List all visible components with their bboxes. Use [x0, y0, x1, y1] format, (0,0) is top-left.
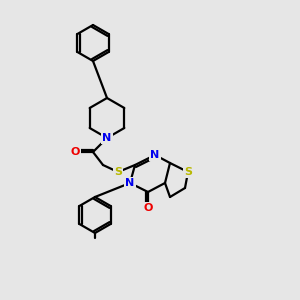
- Text: S: S: [114, 167, 122, 177]
- Text: O: O: [143, 203, 153, 213]
- Text: N: N: [150, 150, 160, 160]
- Text: O: O: [70, 147, 80, 157]
- Text: N: N: [102, 133, 112, 143]
- Text: S: S: [184, 167, 192, 177]
- Text: N: N: [125, 178, 135, 188]
